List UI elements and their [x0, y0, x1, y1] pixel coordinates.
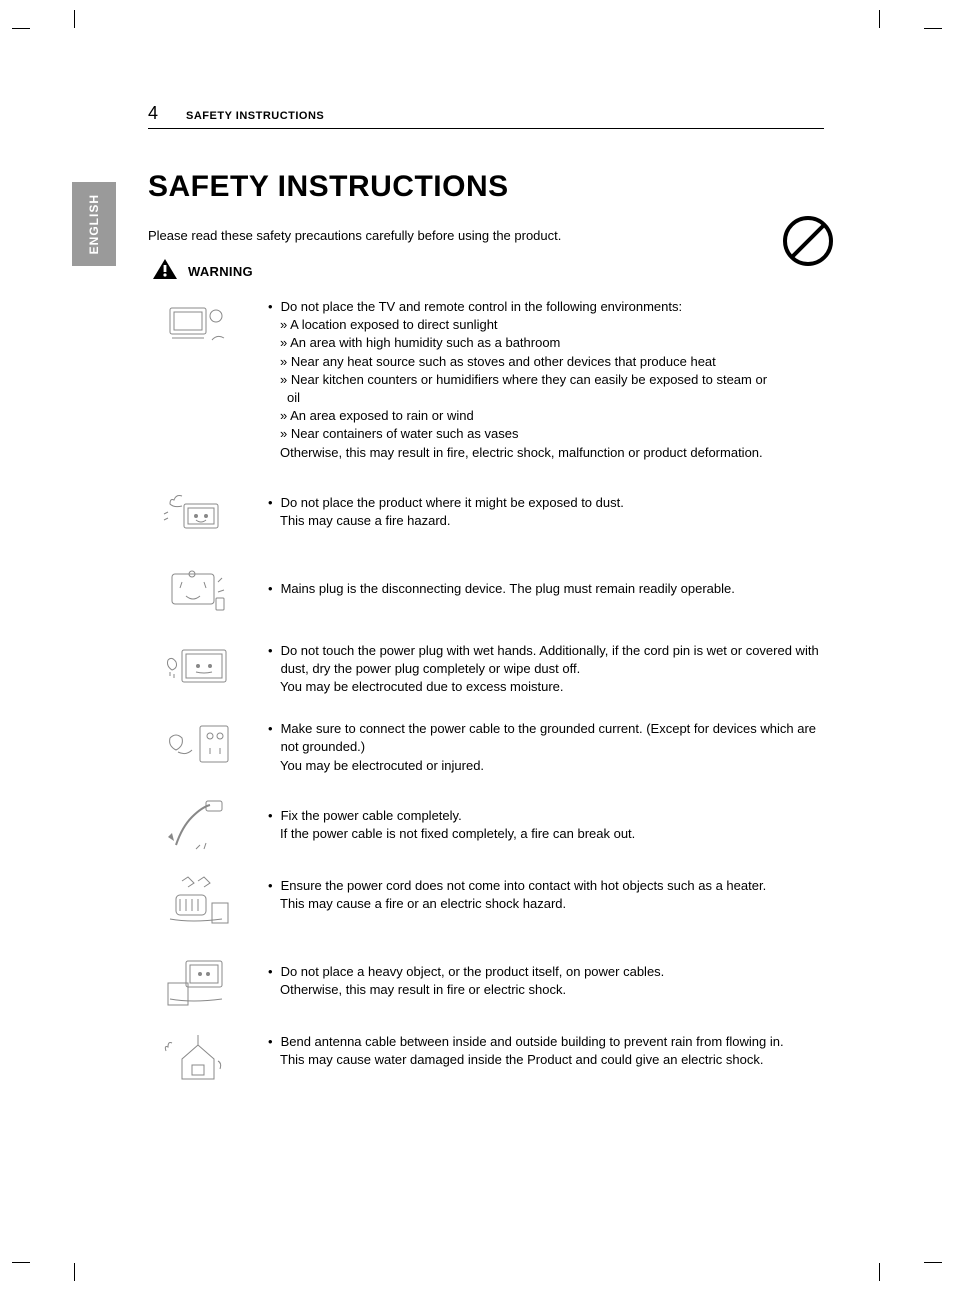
plug-operable-icon: [148, 558, 248, 618]
page-header: 4 SAFETY INSTRUCTIONS: [148, 103, 824, 129]
instruction-text: •Ensure the power cord does not come int…: [248, 871, 834, 913]
warning-icon: [152, 258, 178, 285]
no-screwdriver-icon: [782, 215, 834, 272]
instruction-text: •Make sure to connect the power cable to…: [248, 714, 834, 775]
warning-header: WARNING: [152, 258, 253, 285]
grounded-icon: [148, 714, 248, 774]
instruction-text: •Mains plug is the disconnecting device.…: [248, 558, 834, 598]
instruction-row: •Ensure the power cord does not come int…: [148, 871, 834, 931]
instruction-text: •Bend antenna cable between inside and o…: [248, 1027, 834, 1069]
instruction-row: •Make sure to connect the power cable to…: [148, 714, 834, 775]
language-tab: ENGLISH: [72, 182, 116, 266]
intro-text: Please read these safety precautions car…: [148, 228, 561, 243]
wet-hands-icon: [148, 636, 248, 696]
page-number: 4: [148, 103, 158, 124]
instruction-text: •Do not touch the power plug with wet ha…: [248, 636, 834, 697]
instruction-row: •Do not place a heavy object, or the pro…: [148, 949, 834, 1009]
warning-label: WARNING: [188, 264, 253, 279]
instruction-row: •Fix the power cable completely. If the …: [148, 793, 834, 853]
instructions-area: •Do not place the TV and remote control …: [148, 292, 834, 1105]
instruction-text: •Do not place a heavy object, or the pro…: [248, 949, 834, 999]
instruction-text: •Do not place the product where it might…: [248, 480, 834, 530]
tv-environment-icon: [148, 292, 248, 352]
antenna-icon: [148, 1027, 248, 1087]
page-title: SAFETY INSTRUCTIONS: [148, 170, 509, 204]
heavy-object-icon: [148, 949, 248, 1009]
language-tab-label: ENGLISH: [87, 194, 101, 254]
instruction-row: •Do not place the TV and remote control …: [148, 292, 834, 462]
hot-object-icon: [148, 871, 248, 931]
instruction-text: •Do not place the TV and remote control …: [248, 292, 834, 462]
instruction-row: •Do not touch the power plug with wet ha…: [148, 636, 834, 697]
instruction-row: •Do not place the product where it might…: [148, 480, 834, 540]
fix-cable-icon: [148, 793, 248, 853]
instruction-row: •Mains plug is the disconnecting device.…: [148, 558, 834, 618]
header-section-title: SAFETY INSTRUCTIONS: [186, 110, 324, 122]
instruction-text: •Fix the power cable completely. If the …: [248, 793, 834, 843]
instruction-row: •Bend antenna cable between inside and o…: [148, 1027, 834, 1087]
dust-icon: [148, 480, 248, 540]
